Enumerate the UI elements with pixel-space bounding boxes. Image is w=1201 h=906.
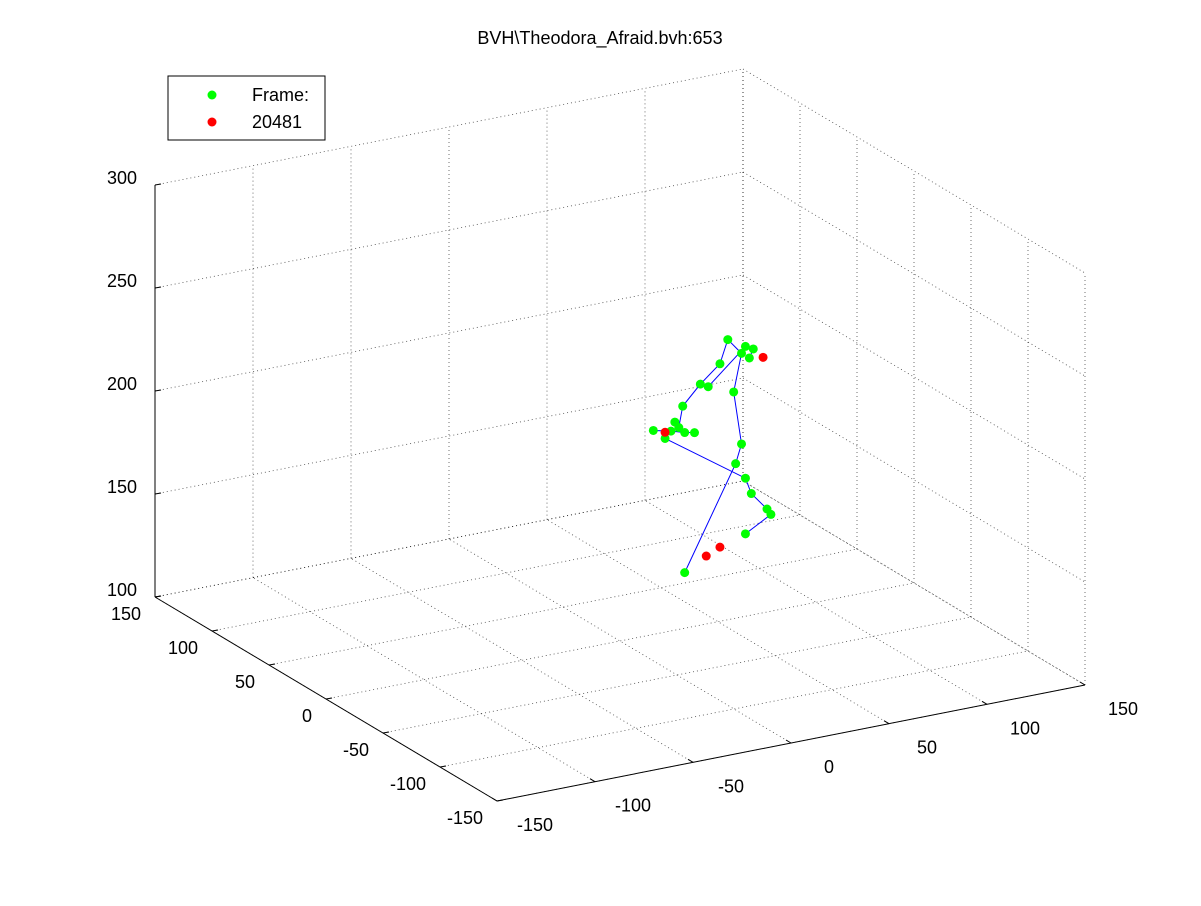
z-tick [154, 389, 162, 392]
point [670, 417, 680, 427]
legend: Frame: 20481 [167, 75, 326, 141]
legend-label: Frame: [252, 85, 309, 105]
x-tick [687, 758, 694, 763]
x-tick-label: -50 [718, 776, 744, 796]
x-tick-label: 100 [1010, 718, 1040, 738]
y-tick-label: -100 [390, 774, 426, 794]
legend-marker [207, 117, 217, 127]
x-tick [981, 700, 988, 705]
point [660, 427, 670, 437]
legend-label: 20481 [252, 112, 302, 132]
point [737, 348, 747, 358]
point [766, 509, 776, 519]
point [737, 439, 747, 449]
legend-marker [207, 90, 217, 100]
x-tick-label: 150 [1108, 699, 1138, 719]
point [748, 344, 758, 354]
z-tick-label: 200 [107, 374, 137, 394]
y-tick-label: -150 [447, 808, 483, 828]
x-tick-label: 50 [917, 738, 937, 758]
y-tick [496, 799, 504, 802]
point [715, 359, 725, 369]
point [680, 568, 690, 578]
point [744, 353, 754, 363]
x-tick [1079, 681, 1086, 686]
point [695, 379, 705, 389]
y-tick [439, 765, 447, 768]
point [648, 425, 658, 435]
point [740, 341, 750, 351]
x-tick-label: 0 [824, 757, 834, 777]
point [715, 542, 725, 552]
y-tick-label: 100 [168, 638, 198, 658]
x-tick [589, 778, 596, 783]
point [729, 387, 739, 397]
point [678, 401, 688, 411]
point [689, 428, 699, 438]
x-tick [785, 739, 792, 744]
point [660, 433, 670, 443]
y-tick [325, 697, 333, 700]
point [723, 335, 733, 345]
point [746, 489, 756, 499]
x-tick-label: -100 [615, 796, 651, 816]
point [740, 473, 750, 483]
point [740, 529, 750, 539]
point [680, 428, 690, 438]
x-tick [491, 797, 498, 802]
y-tick [382, 731, 390, 734]
z-tick [154, 492, 162, 495]
y-tick [211, 629, 219, 632]
y-tick-label: -50 [343, 740, 369, 760]
y-tick-label: 50 [235, 672, 255, 692]
point [703, 382, 713, 392]
z-tick [154, 183, 162, 186]
z-tick-label: 150 [107, 477, 137, 497]
y-tick [268, 663, 276, 666]
point [701, 551, 711, 561]
point [758, 352, 768, 362]
z-tick-label: 100 [107, 580, 137, 600]
z-tick [154, 286, 162, 289]
y-tick-label: 0 [302, 706, 312, 726]
point [731, 459, 741, 469]
x-tick [883, 720, 890, 725]
z-tick [154, 595, 162, 598]
y-tick-label: 150 [111, 604, 141, 624]
legend-box [167, 75, 326, 141]
z-tick-label: 300 [107, 168, 137, 188]
z-tick-label: 250 [107, 271, 137, 291]
x-tick-label: -150 [517, 815, 553, 835]
chart-title: BVH\Theodora_Afraid.bvh:653 [477, 28, 722, 49]
skeleton-line [664, 438, 772, 535]
